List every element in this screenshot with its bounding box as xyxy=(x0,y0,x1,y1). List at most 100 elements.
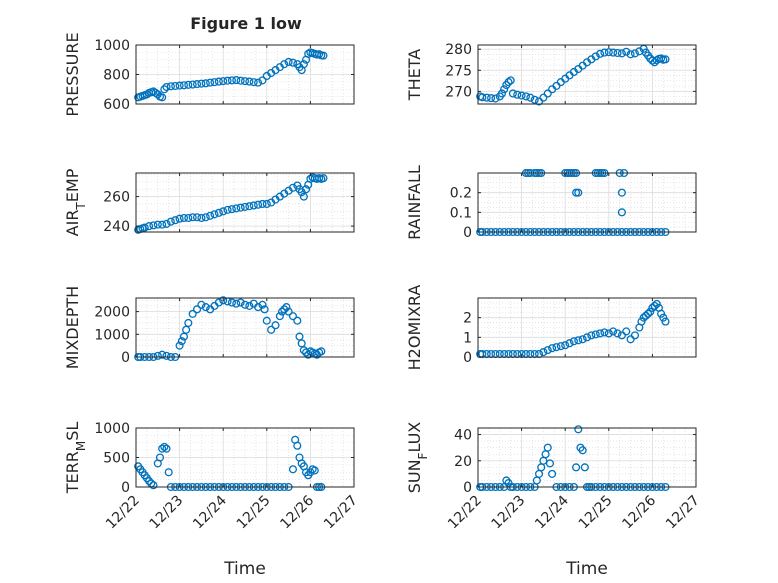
data-point xyxy=(245,202,254,211)
data-point xyxy=(175,214,184,223)
data-point xyxy=(284,307,293,316)
y-axis-label: PRESSURE xyxy=(63,32,82,116)
data-point xyxy=(177,337,186,346)
axes-box xyxy=(135,172,355,233)
data-point xyxy=(232,204,241,213)
data-point xyxy=(293,441,302,450)
data-point xyxy=(245,301,254,310)
data-point xyxy=(245,77,254,86)
y-tick-label: 40 xyxy=(454,428,472,444)
data-point xyxy=(600,48,609,57)
data-point xyxy=(617,208,626,217)
subplot-rainfall: 0 0.1 0.2 RAINFALL xyxy=(405,165,697,241)
data-point xyxy=(162,219,171,228)
x-axis-label: Time xyxy=(565,559,608,579)
data-point xyxy=(158,220,167,229)
data-point xyxy=(201,213,210,222)
data-point xyxy=(258,300,267,309)
data-point xyxy=(517,91,526,100)
data-point xyxy=(188,213,197,222)
data-point xyxy=(184,318,193,328)
data-point xyxy=(280,60,289,69)
data-point xyxy=(482,93,491,102)
data-point xyxy=(249,201,258,210)
data-point xyxy=(267,325,276,334)
data-point xyxy=(179,81,189,90)
data-point xyxy=(197,300,206,309)
data-point xyxy=(310,466,319,475)
data-point xyxy=(258,199,267,209)
data-point xyxy=(171,216,180,225)
data-point xyxy=(661,317,670,326)
data-point xyxy=(271,321,280,330)
data-point xyxy=(219,296,228,305)
data-point xyxy=(201,303,210,312)
y-axis-label: H2OMIXRA xyxy=(405,285,424,371)
y-tick-label: 260 xyxy=(103,190,130,206)
data-point xyxy=(299,60,308,69)
data-point xyxy=(609,48,618,57)
data-point xyxy=(587,331,596,340)
data-point xyxy=(508,89,517,98)
data-point xyxy=(236,298,245,307)
data-point xyxy=(254,200,263,209)
y-tick-label: 2000 xyxy=(94,305,130,321)
y-tick-label: 1000 xyxy=(94,421,130,437)
data-point xyxy=(604,48,613,57)
data-point xyxy=(158,444,167,453)
y-tick-label: 0 xyxy=(121,480,130,496)
y-tick-label: 275 xyxy=(445,63,472,79)
y-tick-label: 800 xyxy=(103,68,130,84)
data-point xyxy=(219,207,228,216)
y-axis-label: MIXDEPTH xyxy=(63,286,82,369)
data-point xyxy=(262,316,271,325)
y-tick-label: 0.2 xyxy=(450,186,472,202)
data-point xyxy=(574,188,583,197)
data-point xyxy=(210,78,219,87)
y-tick-label: 2 xyxy=(463,311,472,327)
data-point xyxy=(504,78,513,87)
data-point xyxy=(556,342,565,351)
data-point xyxy=(591,52,600,61)
axes-box xyxy=(477,172,697,233)
subplot-theta: 270 275 280 THETA xyxy=(405,42,697,106)
data-point xyxy=(158,350,167,359)
data-point xyxy=(539,93,548,102)
data-point xyxy=(513,90,522,99)
data-point xyxy=(539,348,548,357)
y-tick-label: 600 xyxy=(103,97,130,113)
data-point xyxy=(478,93,487,102)
y-tick-label: 280 xyxy=(445,42,472,58)
data-point xyxy=(214,77,223,86)
data-point xyxy=(240,77,250,86)
data-point xyxy=(604,329,613,338)
data-point xyxy=(491,94,500,103)
data-point xyxy=(227,205,236,214)
data-point xyxy=(596,329,605,338)
y-tick-label: 0 xyxy=(121,350,130,366)
data-point xyxy=(162,351,171,360)
data-point xyxy=(210,210,219,219)
data-point xyxy=(600,328,609,337)
data-point xyxy=(240,300,250,309)
data-point xyxy=(613,48,622,58)
data-point xyxy=(545,459,554,468)
data-point xyxy=(299,192,308,201)
data-point xyxy=(617,49,626,58)
data-point xyxy=(548,469,557,478)
data-point xyxy=(650,301,659,310)
y-tick-label: 1 xyxy=(463,330,472,346)
data-point xyxy=(145,477,154,486)
data-point xyxy=(162,444,171,453)
data-point xyxy=(497,89,507,98)
data-point xyxy=(188,309,197,318)
data-point xyxy=(288,312,298,321)
y-axis-label: AIRTEMP xyxy=(63,168,88,236)
y-axis-label: RAINFALL xyxy=(405,165,424,240)
data-point xyxy=(166,82,175,91)
data-point xyxy=(288,465,298,474)
data-point xyxy=(166,217,175,226)
subplot-h2omixra: 0 1 2 H2OMIXRA xyxy=(405,285,697,371)
data-point xyxy=(565,339,574,348)
